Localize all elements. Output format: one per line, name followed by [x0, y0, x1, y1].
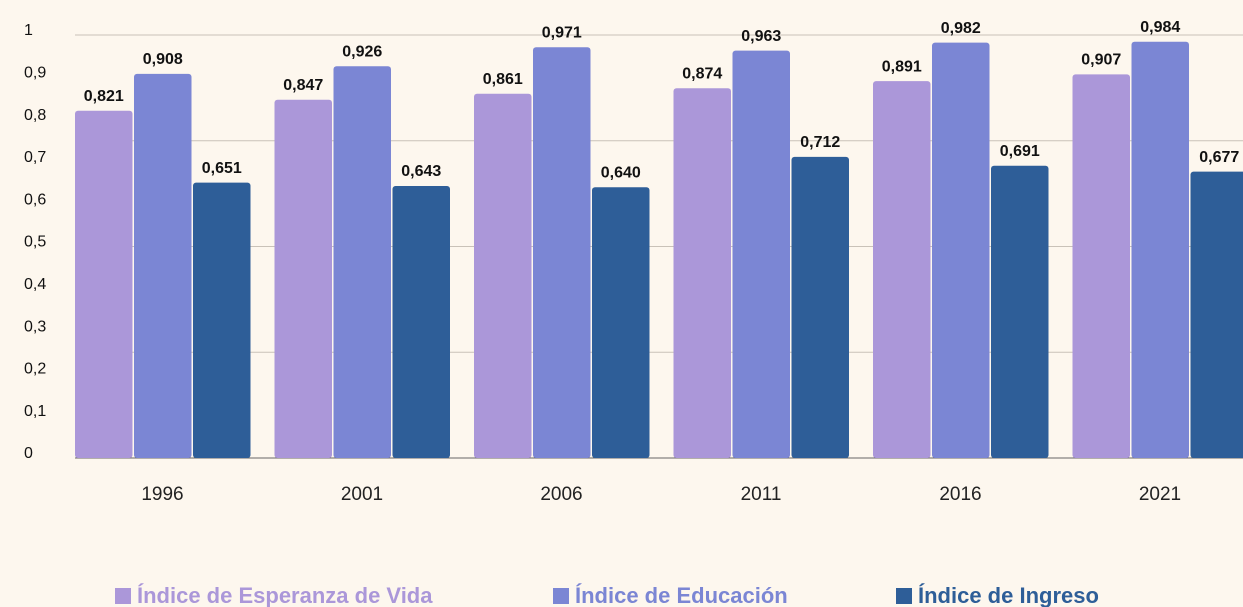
value-label: 0,677	[1199, 149, 1239, 166]
y-tick-label: 1	[24, 22, 33, 39]
bar	[673, 88, 731, 458]
y-tick-label: 0,2	[24, 361, 46, 378]
x-tick-label: 2006	[540, 484, 582, 505]
bar	[1131, 41, 1189, 458]
value-label: 0,821	[84, 88, 124, 105]
y-tick-label: 0,5	[24, 234, 46, 251]
legend-swatch	[896, 588, 912, 604]
legend-swatch	[115, 588, 131, 604]
value-label: 0,891	[882, 58, 922, 75]
y-tick-label: 0,8	[24, 107, 46, 124]
bar	[75, 110, 133, 458]
bar	[474, 93, 532, 458]
x-tick-label: 2016	[939, 484, 981, 505]
value-label: 0,971	[542, 24, 582, 41]
value-label: 0,643	[401, 163, 441, 180]
y-tick-label: 0,1	[24, 403, 46, 420]
bar	[1072, 74, 1130, 459]
legend-label: Índice de Esperanza de Vida	[137, 583, 433, 607]
value-label: 0,847	[283, 77, 323, 94]
bar	[873, 81, 931, 459]
bar	[791, 156, 849, 458]
value-label: 0,640	[601, 164, 641, 181]
value-label: 0,874	[682, 66, 722, 83]
bar	[1190, 171, 1243, 458]
value-label: 0,908	[143, 51, 183, 68]
value-label: 0,861	[483, 71, 523, 88]
value-label: 0,963	[741, 28, 781, 45]
bar	[932, 42, 990, 458]
y-tick-label: 0,7	[24, 149, 46, 166]
y-tick-label: 0,9	[24, 65, 46, 82]
y-tick-label: 0,4	[24, 276, 46, 293]
bar	[134, 73, 192, 458]
value-label: 0,651	[202, 160, 242, 177]
value-label: 0,712	[800, 134, 840, 151]
legend-label: Índice de Ingreso	[918, 583, 1099, 607]
legend-label: Índice de Educación	[575, 583, 788, 607]
x-tick-label: 1996	[141, 484, 183, 505]
bar	[732, 50, 790, 458]
value-label: 0,907	[1081, 52, 1121, 69]
x-tick-label: 2011	[741, 484, 782, 505]
bar	[533, 47, 591, 458]
legend-swatch	[553, 588, 569, 604]
bar	[193, 182, 251, 458]
y-tick-label: 0,3	[24, 318, 46, 335]
value-label: 0,691	[1000, 143, 1040, 160]
bar	[592, 187, 650, 458]
x-tick-label: 2001	[341, 484, 383, 505]
value-label: 0,984	[1140, 19, 1180, 36]
value-label: 0,982	[941, 20, 981, 37]
bar	[274, 99, 332, 459]
value-label: 0,926	[342, 44, 382, 61]
y-tick-label: 0,6	[24, 191, 46, 208]
bar	[392, 186, 450, 459]
y-tick-label: 0	[24, 445, 33, 462]
x-tick-label: 2021	[1139, 484, 1181, 505]
bar	[991, 165, 1049, 458]
bar	[333, 66, 391, 458]
